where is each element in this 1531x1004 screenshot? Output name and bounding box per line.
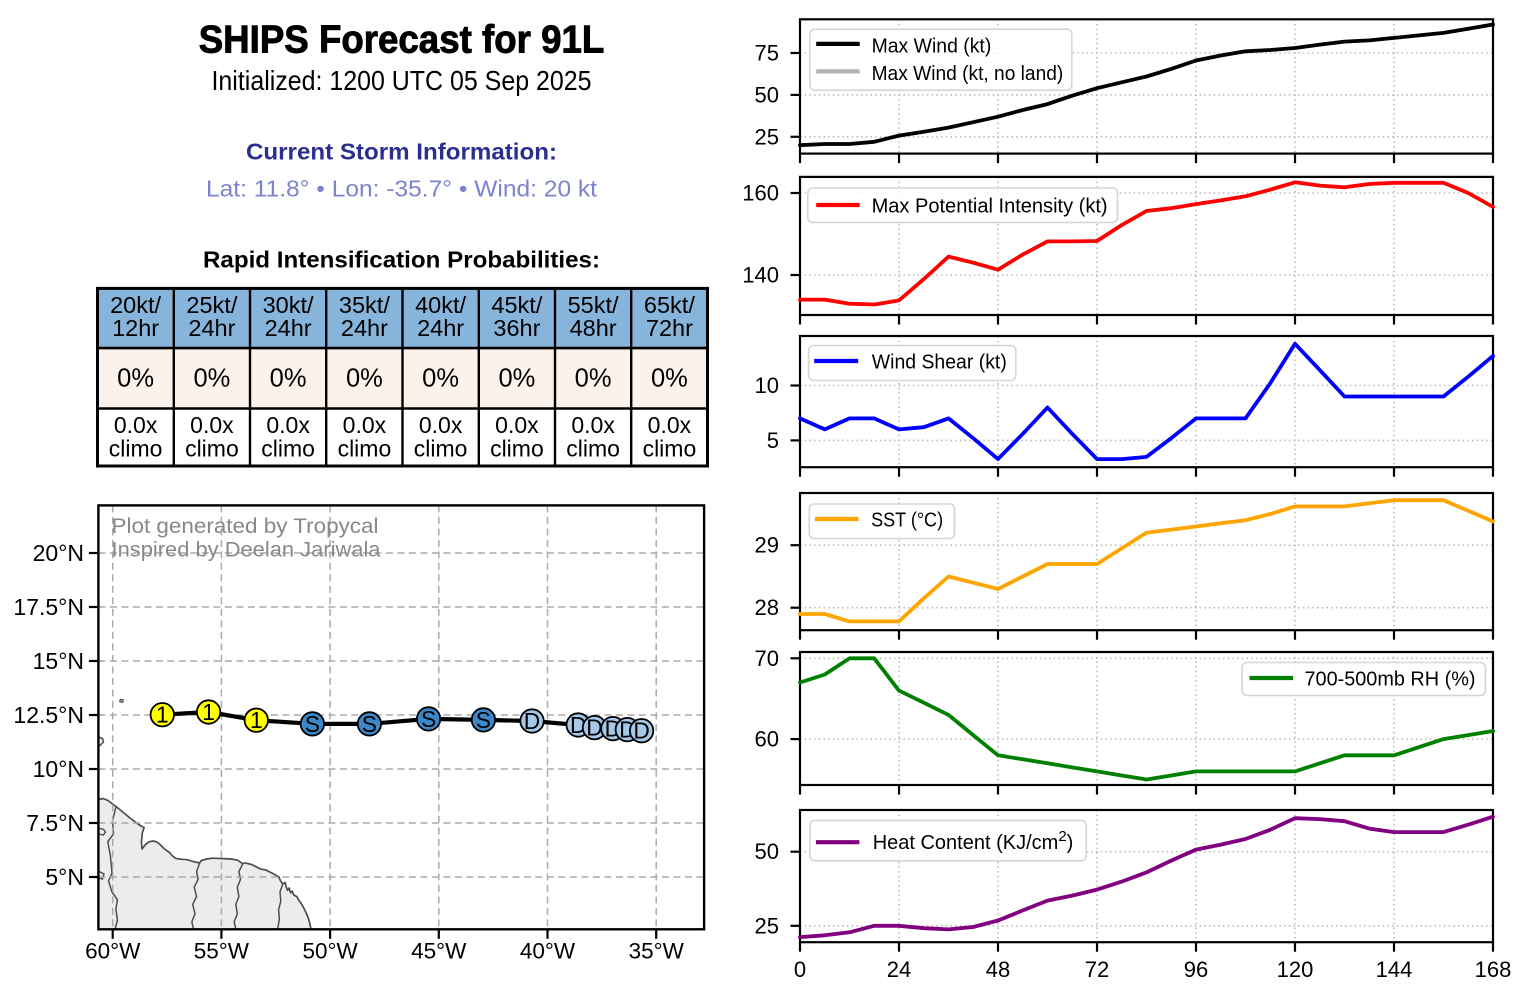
svg-text:Rapid Intensification Probabil: Rapid Intensification Probabilities: <box>203 247 600 273</box>
svg-text:72hr: 72hr <box>646 315 693 341</box>
svg-text:0%: 0% <box>270 364 307 392</box>
svg-text:D: D <box>570 712 586 738</box>
svg-text:S: S <box>305 711 320 737</box>
svg-text:Plot generated by Tropycal: Plot generated by Tropycal <box>112 514 379 538</box>
svg-text:5°N: 5°N <box>45 864 84 890</box>
svg-text:0%: 0% <box>422 364 459 392</box>
svg-text:30kt/: 30kt/ <box>263 292 314 318</box>
svg-text:10: 10 <box>755 373 779 398</box>
svg-text:SHIPS Forecast for 91L: SHIPS Forecast for 91L <box>199 18 605 61</box>
svg-text:S: S <box>476 707 491 733</box>
svg-text:S: S <box>421 706 436 732</box>
svg-text:SST (°C): SST (°C) <box>871 510 943 532</box>
svg-text:0%: 0% <box>575 364 612 392</box>
svg-text:50°W: 50°W <box>302 939 358 964</box>
svg-text:Max Wind (kt): Max Wind (kt) <box>872 36 992 58</box>
svg-text:climo: climo <box>643 436 697 462</box>
svg-text:climo: climo <box>109 436 163 462</box>
svg-text:17.5°N: 17.5°N <box>13 594 84 620</box>
svg-text:0.0x: 0.0x <box>495 412 539 438</box>
svg-text:0%: 0% <box>117 364 154 392</box>
svg-text:50: 50 <box>755 839 779 864</box>
svg-text:45kt/: 45kt/ <box>491 292 542 318</box>
svg-text:20°N: 20°N <box>33 540 84 566</box>
svg-text:0%: 0% <box>346 364 383 392</box>
svg-text:1: 1 <box>156 702 169 728</box>
svg-text:D: D <box>586 715 602 741</box>
svg-text:70: 70 <box>755 646 779 671</box>
svg-text:D: D <box>633 718 649 744</box>
svg-text:96: 96 <box>1184 957 1208 982</box>
svg-text:0%: 0% <box>498 364 535 392</box>
svg-text:35kt/: 35kt/ <box>339 292 390 318</box>
svg-text:24hr: 24hr <box>188 315 235 341</box>
svg-text:5: 5 <box>767 428 779 453</box>
svg-text:0.0x: 0.0x <box>419 412 463 438</box>
svg-text:Current Storm Information:: Current Storm Information: <box>246 138 557 164</box>
svg-text:0.0x: 0.0x <box>266 412 310 438</box>
svg-text:24hr: 24hr <box>265 315 312 341</box>
svg-text:1: 1 <box>250 707 263 733</box>
svg-text:12.5°N: 12.5°N <box>13 702 84 728</box>
svg-text:Wind Shear (kt): Wind Shear (kt) <box>872 352 1007 374</box>
svg-text:climo: climo <box>414 436 468 462</box>
svg-text:0.0x: 0.0x <box>190 412 234 438</box>
svg-text:15°N: 15°N <box>33 648 84 674</box>
svg-text:Max Wind (kt, no land): Max Wind (kt, no land) <box>872 63 1064 85</box>
svg-text:72: 72 <box>1085 957 1109 982</box>
svg-text:168: 168 <box>1475 957 1512 982</box>
svg-text:120: 120 <box>1277 957 1314 982</box>
svg-text:25: 25 <box>755 913 779 938</box>
svg-text:25: 25 <box>755 124 779 149</box>
svg-text:48: 48 <box>986 957 1010 982</box>
svg-text:Heat Content (KJ/cm2): Heat Content (KJ/cm2) <box>873 828 1074 854</box>
svg-text:climo: climo <box>490 436 544 462</box>
svg-text:160: 160 <box>742 181 779 206</box>
svg-text:0%: 0% <box>193 364 230 392</box>
svg-text:climo: climo <box>566 436 620 462</box>
svg-text:144: 144 <box>1376 957 1413 982</box>
svg-text:0.0x: 0.0x <box>571 412 615 438</box>
svg-text:0.0x: 0.0x <box>648 412 692 438</box>
svg-text:29: 29 <box>755 533 779 558</box>
svg-text:24hr: 24hr <box>417 315 464 341</box>
svg-text:climo: climo <box>338 436 392 462</box>
svg-text:20kt/: 20kt/ <box>110 292 161 318</box>
svg-text:36hr: 36hr <box>493 315 540 341</box>
svg-text:55°W: 55°W <box>194 939 250 964</box>
svg-text:50: 50 <box>755 82 779 107</box>
svg-text:24: 24 <box>887 957 911 982</box>
svg-text:0: 0 <box>794 957 806 982</box>
svg-text:40kt/: 40kt/ <box>415 292 466 318</box>
svg-text:Lat: 11.8° • Lon: -35.7° • Win: Lat: 11.8° • Lon: -35.7° • Wind: 20 kt <box>206 176 597 202</box>
svg-text:55kt/: 55kt/ <box>568 292 619 318</box>
svg-text:climo: climo <box>185 436 239 462</box>
svg-text:12hr: 12hr <box>112 315 159 341</box>
svg-text:140: 140 <box>742 263 779 288</box>
svg-text:Inspired by Deelan Jariwala: Inspired by Deelan Jariwala <box>112 538 381 562</box>
svg-text:Max Potential Intensity (kt): Max Potential Intensity (kt) <box>872 196 1108 218</box>
svg-text:25kt/: 25kt/ <box>186 292 237 318</box>
svg-text:28: 28 <box>755 595 779 620</box>
svg-text:75: 75 <box>755 41 779 66</box>
svg-text:40°W: 40°W <box>520 939 576 964</box>
svg-text:S: S <box>362 711 377 737</box>
svg-text:48hr: 48hr <box>570 315 617 341</box>
svg-text:700-500mb RH (%): 700-500mb RH (%) <box>1305 669 1476 691</box>
svg-text:24hr: 24hr <box>341 315 388 341</box>
svg-text:D: D <box>524 708 540 734</box>
svg-text:60°W: 60°W <box>85 939 141 964</box>
svg-text:0%: 0% <box>651 364 688 392</box>
svg-text:0.0x: 0.0x <box>114 412 158 438</box>
svg-text:1: 1 <box>202 699 215 725</box>
svg-text:climo: climo <box>261 436 315 462</box>
svg-text:10°N: 10°N <box>33 756 84 782</box>
svg-text:7.5°N: 7.5°N <box>26 810 84 836</box>
svg-text:0.0x: 0.0x <box>343 412 387 438</box>
svg-text:60: 60 <box>755 727 779 752</box>
svg-text:Initialized: 1200 UTC 05 Sep 2: Initialized: 1200 UTC 05 Sep 2025 <box>212 65 592 96</box>
svg-text:65kt/: 65kt/ <box>644 292 695 318</box>
svg-text:35°W: 35°W <box>629 939 685 964</box>
svg-text:45°W: 45°W <box>411 939 467 964</box>
